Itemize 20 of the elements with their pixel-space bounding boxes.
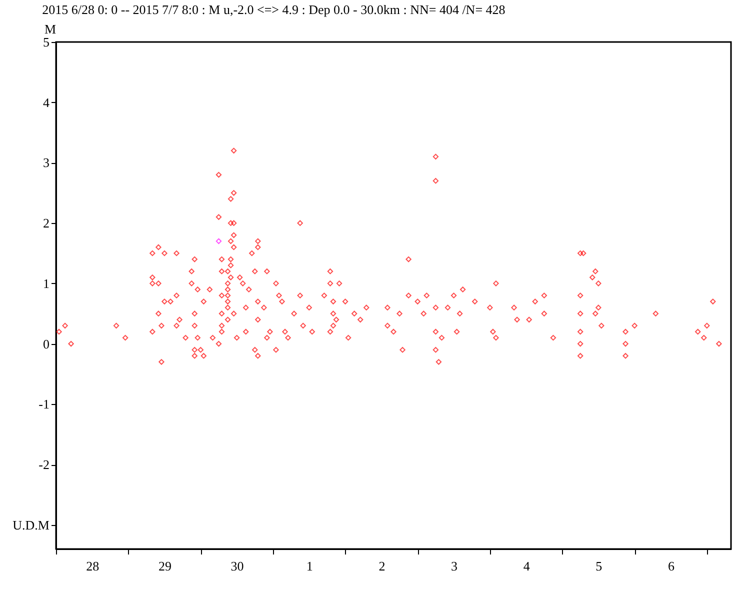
y-tick-label: 5 [43, 34, 50, 50]
x-tick-label: 3 [451, 558, 458, 574]
y-tick-label: U.D.M [12, 517, 50, 532]
y-tick-label: 0 [43, 336, 50, 352]
y-tick-label: 2 [43, 216, 50, 231]
y-tick-label: 3 [43, 155, 50, 170]
chart-title: 2015 6/28 0: 0 -- 2015 7/7 8:0 : M u,-2.0 <=> 4.9 : Dep 0.0 - 30.0km : NN= 404 /N= 428 [42, 2, 506, 17]
x-tick-label: 29 [158, 558, 172, 574]
y-tick-label: -1 [38, 396, 50, 412]
x-tick-label: 4 [523, 558, 530, 574]
x-tick-label: 6 [668, 558, 675, 574]
y-tick-label: -2 [38, 457, 50, 472]
y-tick-label: 4 [43, 94, 50, 110]
x-tick-label: 2 [378, 558, 386, 574]
x-tick-label: 28 [86, 558, 100, 574]
x-tick-label: 1 [306, 558, 313, 574]
y-tick-label: 1 [43, 276, 50, 291]
x-tick-label: 30 [230, 558, 244, 574]
x-tick-label: 5 [596, 558, 602, 574]
y-axis-title: M [44, 22, 56, 36]
